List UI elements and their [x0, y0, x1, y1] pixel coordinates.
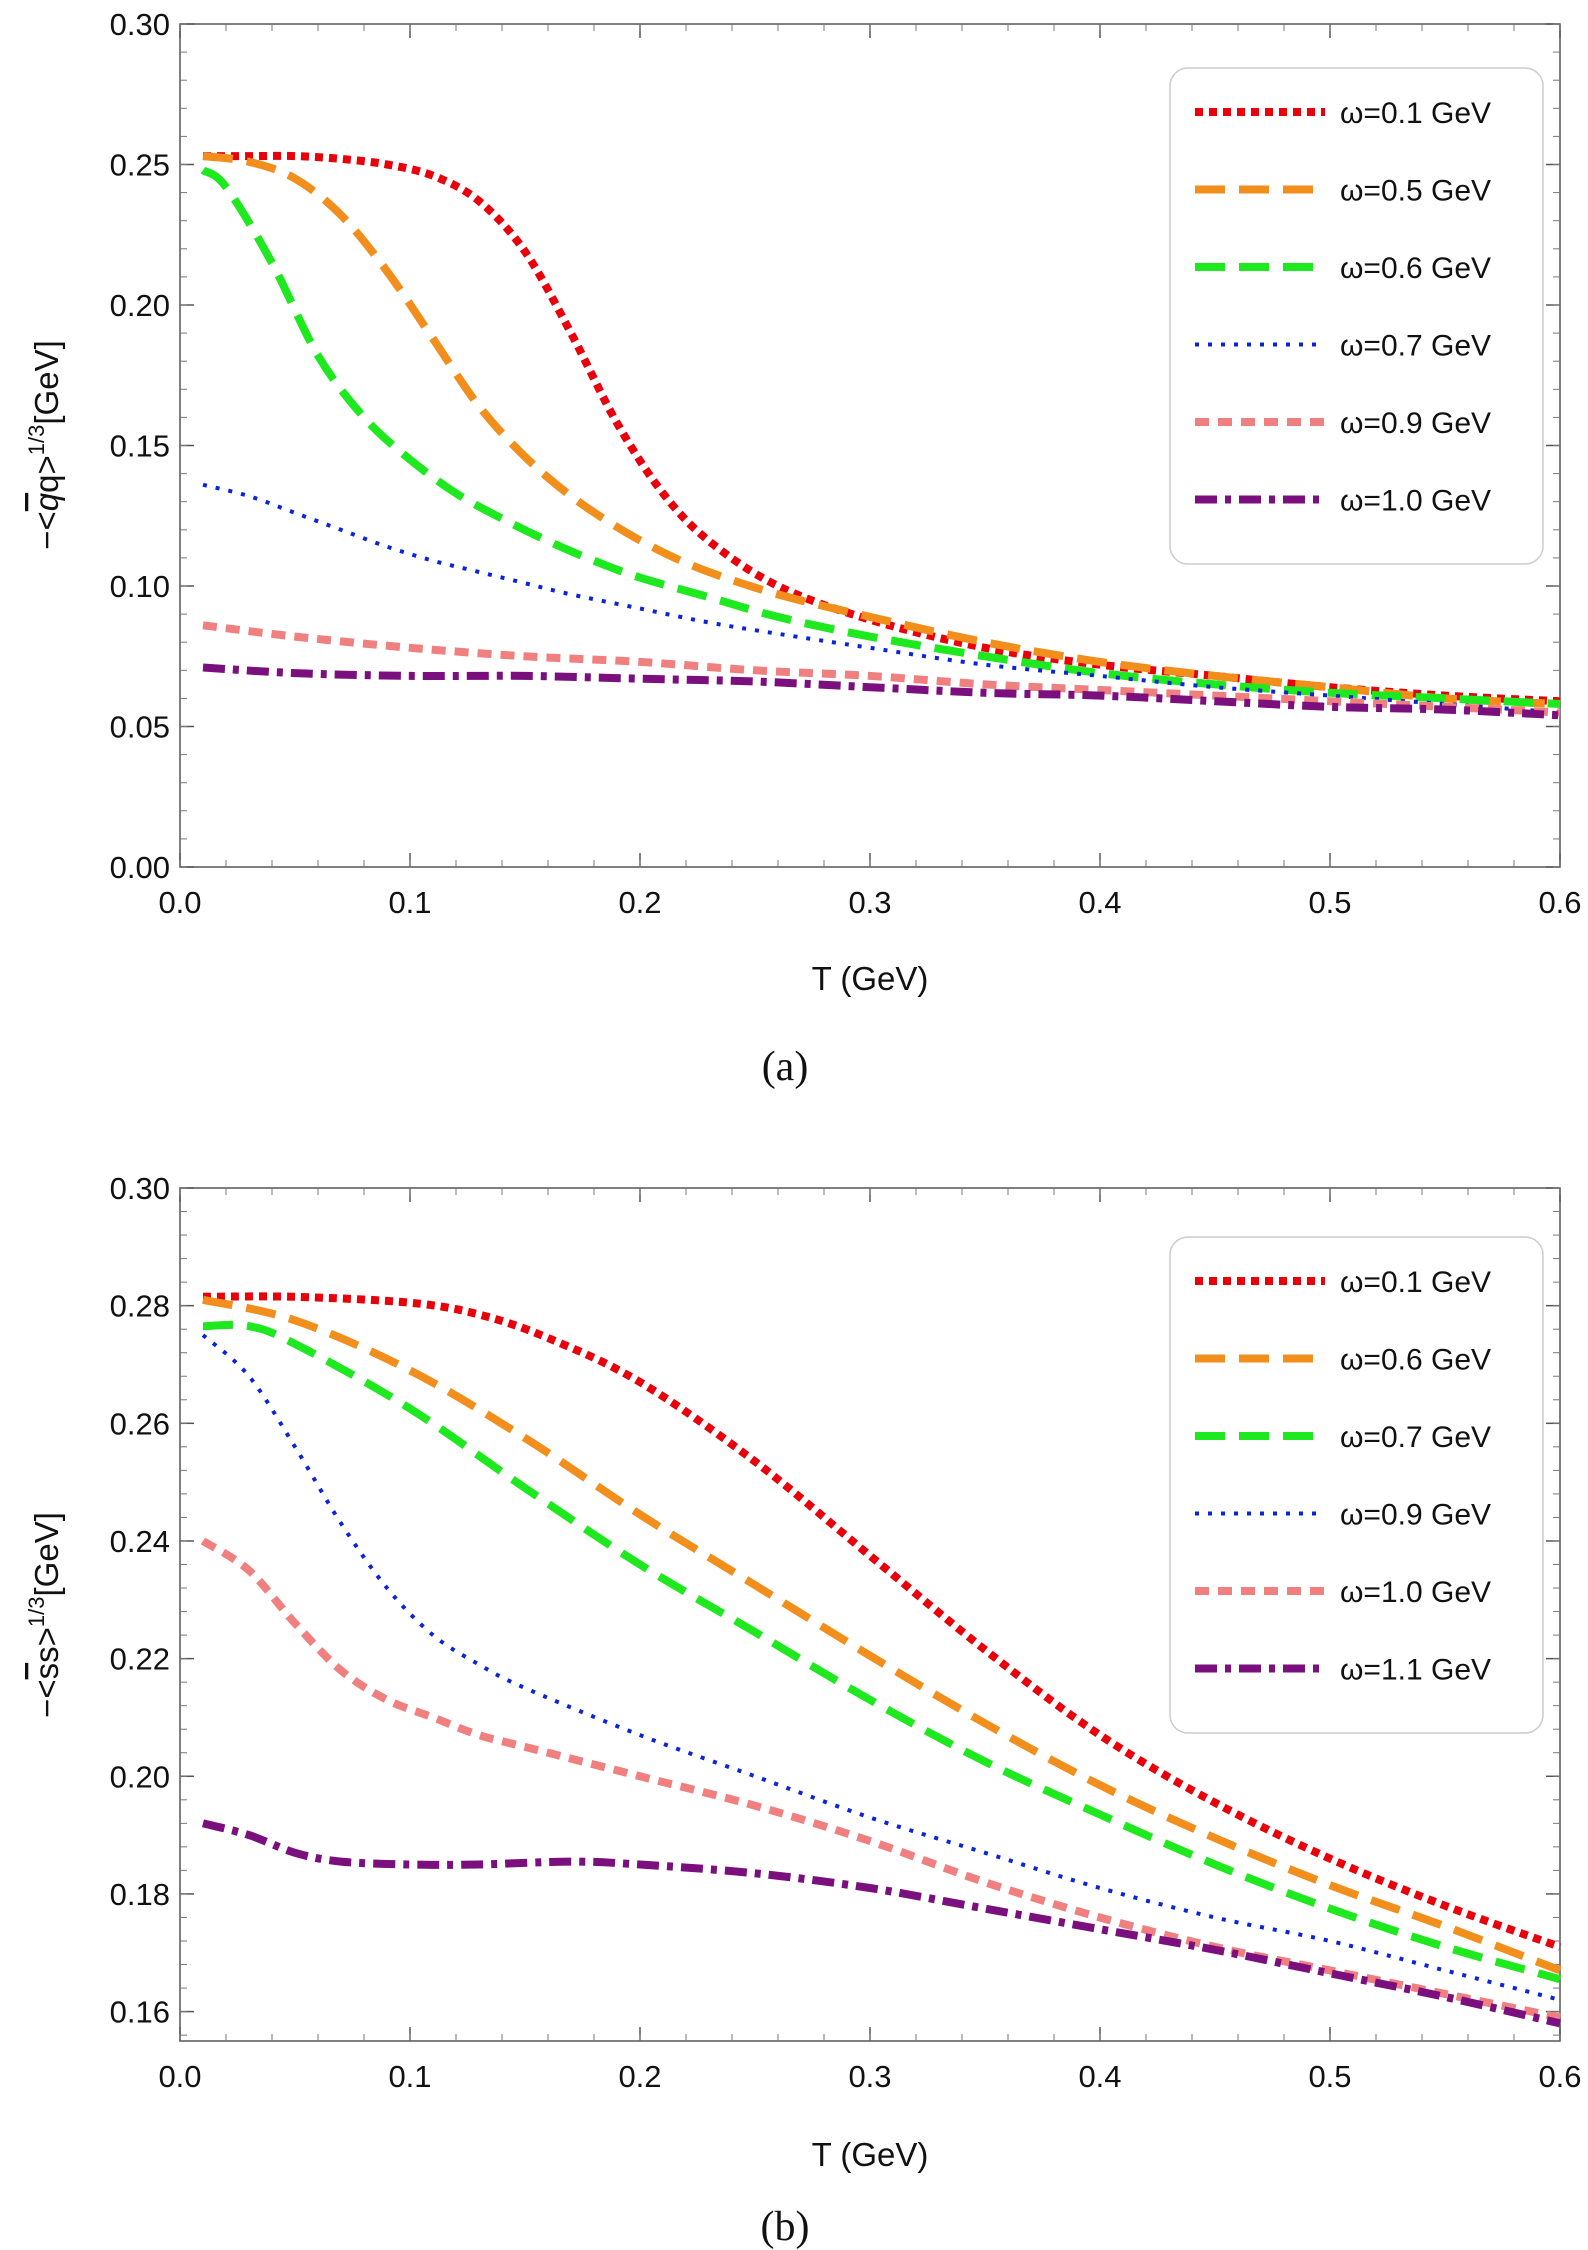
y-tick-label: 0.15 [110, 429, 170, 464]
legend-label: ω=1.0 GeV [1340, 485, 1491, 518]
x-tick-label: 0.4 [1078, 2059, 1121, 2094]
y-label-prefix: −< [28, 1679, 65, 1718]
y-tick-label: 0.05 [110, 710, 170, 745]
y-label-prefix: −< [28, 511, 65, 550]
x-tick-label: 0.1 [388, 885, 431, 920]
caption-b: (b) [761, 2204, 810, 2250]
tick-marks [179, 23, 1561, 868]
legend-label: ω=0.7 GeV [1340, 330, 1491, 363]
series-line [202, 1295, 1562, 1975]
y-tick-label: 0.30 [110, 1171, 170, 1206]
y-label-sup: 1/3 [24, 425, 49, 456]
series-line [200, 166, 1561, 708]
x-tick-label: 0.1 [388, 2059, 431, 2094]
legend-label: ω=0.1 GeV [1340, 1266, 1491, 1299]
x-tick-label: 0.2 [618, 2059, 661, 2094]
y-tick-label: 0.20 [110, 1759, 170, 1794]
x-axis-label: T (GeV) [812, 960, 929, 997]
series-line [202, 482, 1561, 715]
legend-label: ω=0.6 GeV [1340, 1344, 1491, 1377]
legend-label: ω=1.0 GeV [1340, 1576, 1491, 1609]
x-tick-label: 0.6 [1538, 885, 1581, 920]
y-label-sup: 1/3 [24, 1596, 49, 1627]
y-tick-label: 0.25 [110, 148, 170, 183]
legend-label: ω=0.1 GeV [1340, 97, 1491, 130]
panel-b: 0.160.180.200.220.240.260.280.30 0.0 0.1 0… [24, 1171, 1582, 2250]
x-tick-label: 0.2 [618, 885, 661, 920]
y-label-bar: q [28, 492, 65, 511]
legend-label: ω=0.6 GeV [1340, 252, 1491, 285]
y-label-bar: s [28, 1663, 65, 1680]
legend-label: ω=0.7 GeV [1340, 1421, 1491, 1454]
legend-label: ω=0.9 GeV [1340, 407, 1491, 440]
tick-marks [179, 1187, 1561, 2041]
data-curves [200, 1292, 1562, 2028]
y-tick-labels: 0.16 0.18 0.20 0.22 0.24 0.26 0.28 0.30 [110, 1171, 170, 2030]
y-tick-label: 0.20 [110, 288, 170, 323]
y-tick-label: 0.00 [110, 850, 170, 885]
x-tick-label: 0.3 [848, 2059, 891, 2094]
series-line [202, 1292, 1562, 1951]
y-tick-label: 0.22 [110, 1642, 170, 1677]
y-tick-label: 0.30 [110, 7, 170, 42]
series-line [201, 1819, 1561, 2028]
x-tick-label: 0.6 [1538, 2059, 1581, 2094]
y-tick-label: 0.28 [110, 1289, 170, 1324]
y-label-rest: s> [28, 1627, 65, 1663]
y-tick-labels: 0.00 0.05 0.10 0.15 0.20 0.25 0.30 [110, 7, 170, 885]
y-tick-label: 0.10 [110, 569, 170, 604]
legend-label: ω=0.9 GeV [1340, 1499, 1491, 1532]
x-tick-label: 0.5 [1308, 885, 1351, 920]
svg-text:−<ss>1/3[GeV]: −<ss>1/3[GeV] [24, 1512, 65, 1718]
x-tick-label: 0.0 [158, 2059, 201, 2094]
x-axis-label: T (GeV) [812, 2136, 929, 2173]
x-tick-label: 0.3 [848, 885, 891, 920]
y-label-unit: [GeV] [28, 340, 65, 424]
series-line [202, 1320, 1562, 1984]
caption-a: (a) [762, 1044, 809, 1090]
y-label-rest: q> [28, 455, 65, 493]
legend-label: ω=1.1 GeV [1340, 1654, 1491, 1687]
x-tick-label: 0.5 [1308, 2059, 1351, 2094]
x-tick-label: 0.4 [1078, 885, 1121, 920]
legend: ω=0.1 GeV ω=0.5 GeV ω=0.6 GeV ω=0.7 GeV ω=0.… [1195, 97, 1491, 518]
series-line [202, 663, 1561, 720]
y-axis-label: −<ss>1/3[GeV] [24, 1512, 65, 1718]
y-label-unit: [GeV] [28, 1512, 65, 1596]
y-axis-label: −<qq>1/3[GeV] [24, 340, 65, 550]
y-tick-label: 0.16 [110, 1995, 170, 2030]
series-line [203, 151, 1561, 706]
series-line [202, 152, 1561, 708]
legend: ω=0.1 GeV ω=0.6 GeV ω=0.7 GeV ω=0.9 GeV ω=1.… [1195, 1266, 1491, 1687]
legend-label: ω=0.5 GeV [1340, 175, 1491, 208]
series-line [202, 621, 1561, 717]
x-tick-labels: 0.0 0.1 0.2 0.3 0.4 0.5 0.6 [158, 2059, 1581, 2094]
y-tick-label: 0.24 [110, 1524, 170, 1559]
x-tick-label: 0.0 [158, 885, 201, 920]
panel-a: 0.000.050.100.150.200.250.30 0.0 0.1 0.2 0.… [24, 7, 1582, 1090]
data-curves [200, 151, 1561, 720]
svg-text:−<qq>1/3[GeV]: −<qq>1/3[GeV] [24, 340, 65, 550]
x-tick-labels: 0.0 0.1 0.2 0.3 0.4 0.5 0.6 [158, 885, 1581, 920]
y-tick-label: 0.26 [110, 1406, 170, 1441]
y-tick-label: 0.18 [110, 1877, 170, 1912]
